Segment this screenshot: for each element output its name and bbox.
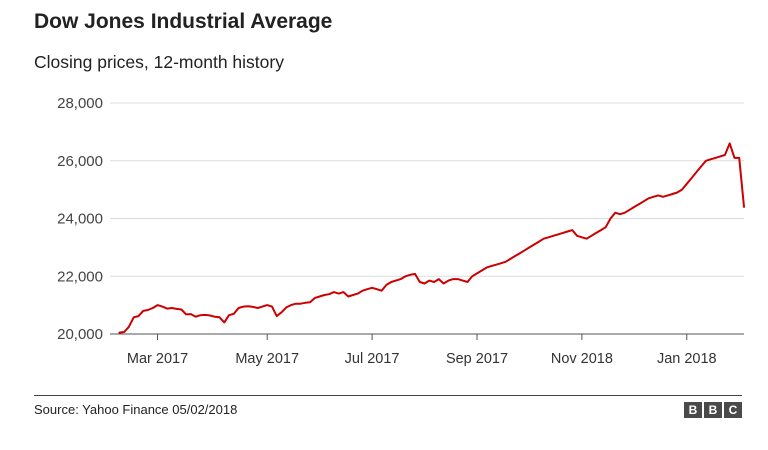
bbc-logo-letter-b1: B — [684, 402, 702, 418]
chart-subtitle: Closing prices, 12-month history — [34, 52, 284, 72]
y-tick-label: 20,000 — [57, 326, 103, 343]
grid-lines — [110, 102, 744, 277]
x-tick-label: Nov 2018 — [551, 351, 613, 367]
y-tick-label: 28,000 — [57, 95, 103, 112]
x-tick-label: Mar 2017 — [127, 351, 188, 367]
x-tick-label: Jan 2018 — [657, 351, 717, 367]
footer-divider — [34, 395, 742, 396]
y-axis-ticks: 20,000 22,000 24,000 26,000 28,000 — [57, 95, 103, 343]
x-tick-label: Sep 2017 — [446, 351, 508, 367]
x-axis-ticks: Mar 2017 May 2017 Jul 2017 Sep 2017 Nov 2018… — [127, 334, 717, 367]
y-tick-label: 24,000 — [57, 211, 103, 228]
x-tick-label: Jul 2017 — [345, 351, 400, 367]
chart-title: Dow Jones Industrial Average — [34, 10, 333, 33]
series-line-dow-jones — [118, 142, 745, 334]
y-tick-label: 22,000 — [57, 268, 103, 285]
source-note: Source: Yahoo Finance 05/02/2018 — [34, 402, 238, 417]
y-tick-label: 26,000 — [57, 153, 103, 170]
x-tick-label: May 2017 — [235, 351, 299, 367]
bbc-logo-letter-b2: B — [704, 402, 722, 418]
bbc-logo: B B C — [684, 402, 742, 418]
series-layer — [118, 142, 745, 334]
bbc-logo-letter-c: C — [724, 402, 742, 418]
